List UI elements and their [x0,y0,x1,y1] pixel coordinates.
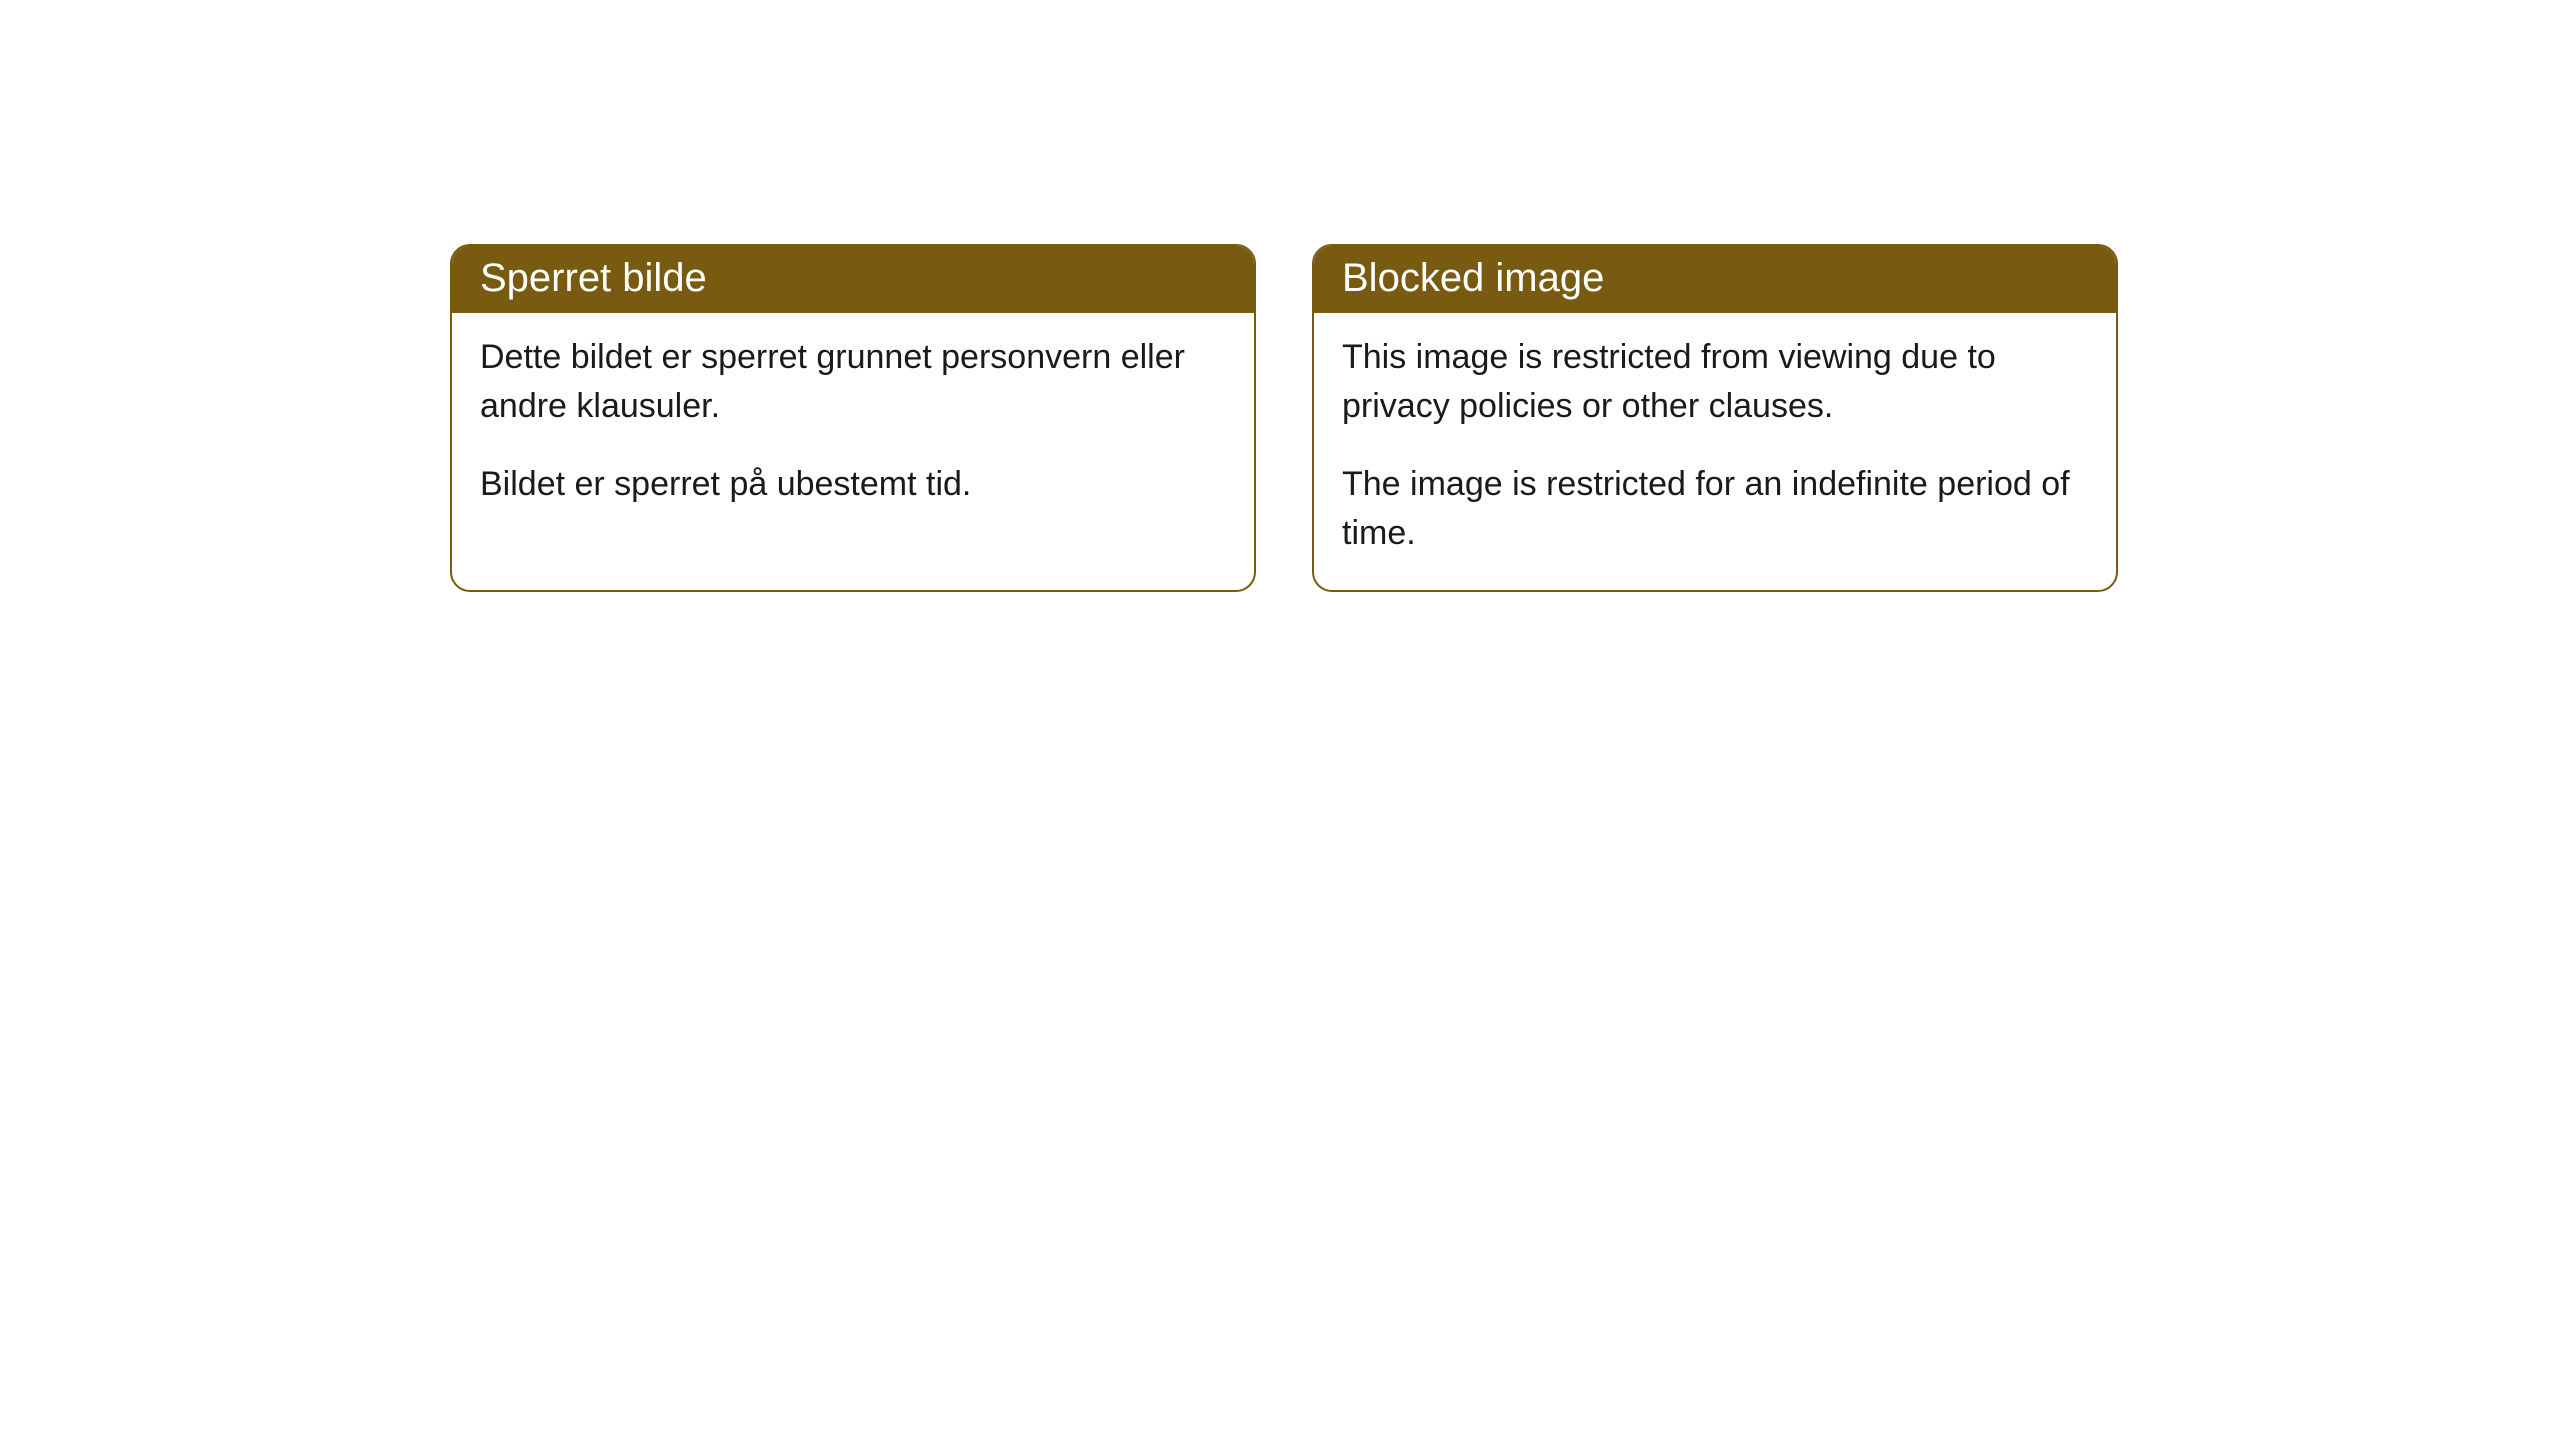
card-paragraph: The image is restricted for an indefinit… [1342,460,2088,559]
card-title: Blocked image [1342,256,1604,300]
card-paragraph: This image is restricted from viewing du… [1342,333,2088,432]
notice-cards-row: Sperret bilde Dette bildet er sperret gr… [450,244,2118,592]
card-header: Sperret bilde [452,246,1254,313]
card-title: Sperret bilde [480,256,707,300]
card-body: This image is restricted from viewing du… [1314,313,2116,590]
card-header: Blocked image [1314,246,2116,313]
card-paragraph: Dette bildet er sperret grunnet personve… [480,333,1226,432]
blocked-image-card-no: Sperret bilde Dette bildet er sperret gr… [450,244,1256,592]
blocked-image-card-en: Blocked image This image is restricted f… [1312,244,2118,592]
card-paragraph: Bildet er sperret på ubestemt tid. [480,460,1226,509]
card-body: Dette bildet er sperret grunnet personve… [452,313,1254,541]
